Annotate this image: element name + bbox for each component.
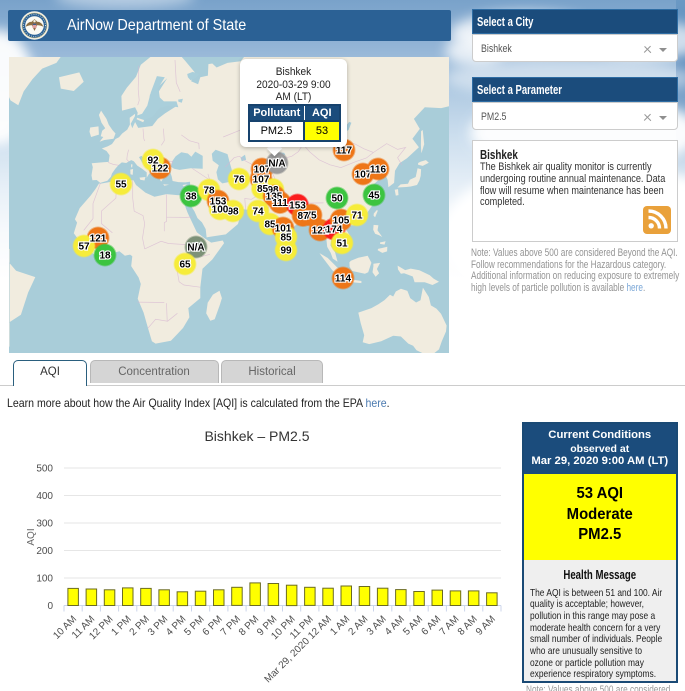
svg-text:98: 98 xyxy=(227,207,239,218)
svg-text:8 PM: 8 PM xyxy=(237,614,261,638)
svg-text:174: 174 xyxy=(326,225,343,236)
svg-text:1 AM: 1 AM xyxy=(328,614,352,638)
svg-text:AQI: AQI xyxy=(26,528,37,545)
svg-text:121: 121 xyxy=(90,234,107,245)
svg-text:7 PM: 7 PM xyxy=(219,614,243,638)
svg-text:400: 400 xyxy=(36,491,53,502)
svg-text:300: 300 xyxy=(36,519,53,530)
svg-text:74: 74 xyxy=(252,207,264,218)
svg-text:3 AM: 3 AM xyxy=(365,614,389,638)
svg-text:121: 121 xyxy=(312,226,329,237)
svg-text:100: 100 xyxy=(36,574,53,585)
svg-text:8 AM: 8 AM xyxy=(456,614,480,638)
svg-text:75: 75 xyxy=(305,211,317,222)
svg-text:50: 50 xyxy=(331,194,343,205)
svg-text:153: 153 xyxy=(289,201,306,212)
svg-text:85: 85 xyxy=(264,220,276,231)
svg-text:45: 45 xyxy=(368,191,380,202)
svg-text:18: 18 xyxy=(99,251,111,262)
svg-text:78: 78 xyxy=(203,186,215,197)
svg-text:3 PM: 3 PM xyxy=(146,614,170,638)
svg-text:5 AM: 5 AM xyxy=(401,614,425,638)
svg-text:55: 55 xyxy=(115,180,127,191)
svg-text:107: 107 xyxy=(253,175,270,186)
svg-text:2 PM: 2 PM xyxy=(128,614,152,638)
svg-text:87: 87 xyxy=(297,211,309,222)
svg-text:98: 98 xyxy=(267,185,279,196)
svg-text:0: 0 xyxy=(47,601,53,612)
svg-text:117: 117 xyxy=(336,146,353,157)
svg-text:111: 111 xyxy=(272,198,288,209)
svg-text:100: 100 xyxy=(212,205,229,216)
svg-text:4 AM: 4 AM xyxy=(383,614,407,638)
svg-text:107: 107 xyxy=(355,170,372,181)
svg-text:N/A: N/A xyxy=(268,159,285,170)
svg-text:107: 107 xyxy=(254,165,271,176)
svg-text:153: 153 xyxy=(210,197,227,208)
svg-text:7 AM: 7 AM xyxy=(438,614,462,638)
svg-text:6 PM: 6 PM xyxy=(201,614,225,638)
svg-text:114: 114 xyxy=(335,274,352,285)
svg-text:92: 92 xyxy=(147,156,159,167)
svg-text:N/A: N/A xyxy=(187,243,204,254)
svg-text:200: 200 xyxy=(36,546,53,557)
svg-text:2 AM: 2 AM xyxy=(347,614,371,638)
svg-text:9 AM: 9 AM xyxy=(474,614,498,638)
svg-text:135: 135 xyxy=(266,192,283,203)
svg-text:38: 38 xyxy=(185,192,197,203)
svg-text:1 PM: 1 PM xyxy=(109,614,133,638)
svg-text:51: 51 xyxy=(336,239,348,250)
svg-text:4 PM: 4 PM xyxy=(164,614,188,638)
svg-text:116: 116 xyxy=(370,165,387,176)
svg-text:65: 65 xyxy=(179,260,191,271)
svg-text:76: 76 xyxy=(233,175,245,186)
svg-text:71: 71 xyxy=(351,211,363,222)
svg-text:99: 99 xyxy=(280,246,292,257)
svg-text:6 AM: 6 AM xyxy=(419,614,443,638)
svg-text:101: 101 xyxy=(275,224,292,235)
svg-text:57: 57 xyxy=(78,242,90,253)
svg-text:Bishkek – PM2.5: Bishkek – PM2.5 xyxy=(204,428,309,444)
svg-text:5 PM: 5 PM xyxy=(182,614,206,638)
svg-text:122: 122 xyxy=(152,164,169,175)
svg-text:500: 500 xyxy=(36,464,53,475)
svg-text:105: 105 xyxy=(333,216,350,227)
svg-text:85: 85 xyxy=(280,233,292,244)
svg-text:85: 85 xyxy=(257,184,269,195)
